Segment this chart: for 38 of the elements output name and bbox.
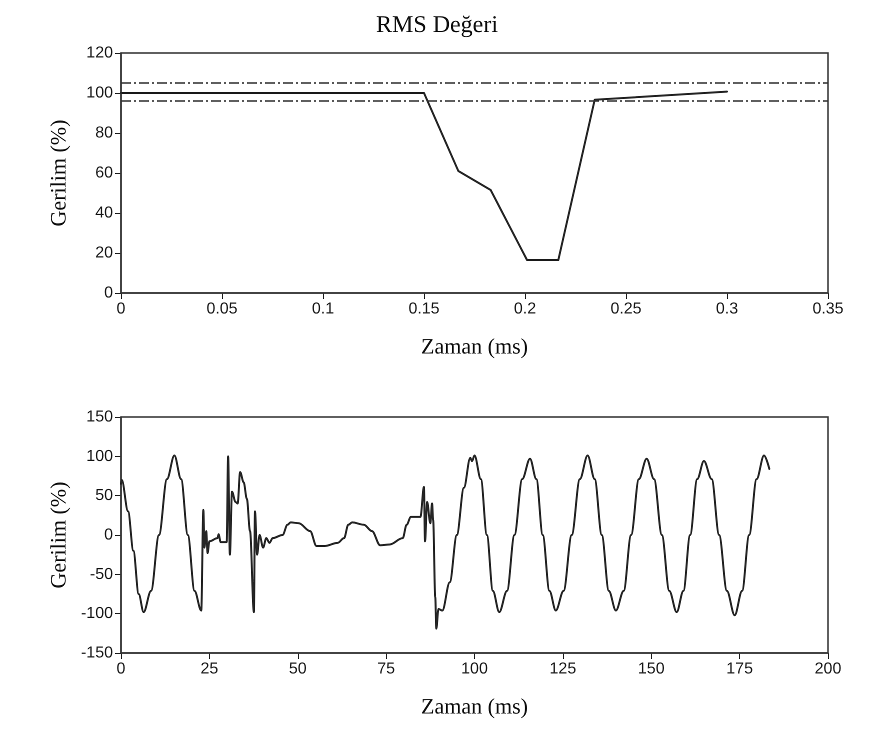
line-series: [120, 90, 728, 261]
line-series: [120, 454, 770, 630]
x-tick-label: 25: [200, 660, 218, 678]
x-tick-label: 0.25: [610, 300, 642, 318]
x-tick-label: 50: [288, 660, 307, 678]
y-axis-title: Gerilim (%): [46, 482, 70, 588]
y-tick-label: 80: [95, 124, 114, 142]
x-tick-label: 0.35: [812, 300, 844, 318]
y-axis-title: Gerilim (%): [46, 120, 70, 226]
x-tick-label: 0: [116, 300, 126, 318]
x-tick-label: 0.2: [514, 300, 536, 318]
x-tick-label: 175: [726, 660, 754, 678]
x-tick-label: 100: [461, 660, 488, 678]
y-tick-label: 20: [95, 244, 114, 262]
x-tick-label: 0.3: [716, 300, 738, 318]
y-tick-label: 50: [95, 487, 114, 504]
y-tick-label: 0: [104, 284, 114, 302]
x-tick-label: 0.1: [312, 300, 334, 318]
y-tick-label: 40: [95, 204, 114, 222]
x-axis-title: Zaman (ms): [421, 694, 528, 718]
x-tick-label: 0.15: [408, 300, 440, 318]
y-tick-label: 60: [95, 164, 114, 182]
y-tick-label: 0: [104, 526, 114, 544]
x-tick-label: 125: [550, 660, 576, 678]
y-tick-label: 100: [86, 84, 114, 102]
y-tick-label: -100: [80, 605, 114, 622]
x-tick-label: 150: [638, 660, 665, 678]
x-tick-label: 0: [116, 660, 126, 678]
x-tick-label: 0.05: [206, 300, 238, 318]
y-tick-label: 150: [86, 408, 114, 426]
y-tick-label: -150: [80, 644, 114, 662]
x-axis-title: Zaman (ms): [421, 334, 528, 358]
y-tick-label: 120: [86, 44, 114, 62]
x-tick-label: 75: [377, 660, 396, 678]
chart-title: RMS Değeri: [376, 12, 498, 38]
y-tick-label: -50: [90, 566, 114, 583]
x-tick-label: 200: [814, 660, 842, 678]
y-tick-label: 100: [86, 448, 114, 465]
